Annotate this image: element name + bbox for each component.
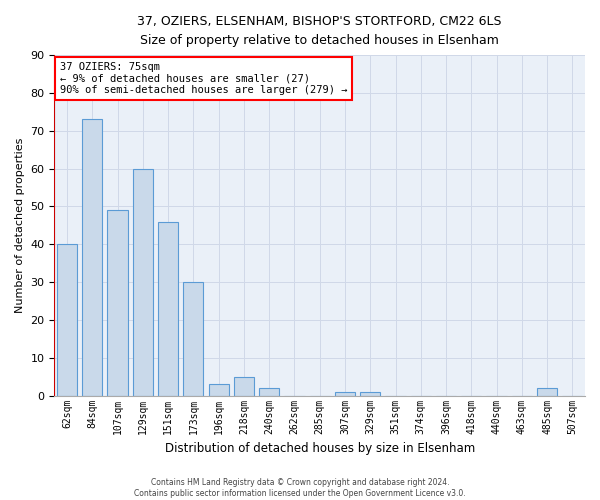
Y-axis label: Number of detached properties: Number of detached properties bbox=[15, 138, 25, 313]
Bar bbox=[537, 388, 557, 396]
Bar bbox=[335, 392, 355, 396]
Text: Contains HM Land Registry data © Crown copyright and database right 2024.
Contai: Contains HM Land Registry data © Crown c… bbox=[134, 478, 466, 498]
Bar bbox=[209, 384, 229, 396]
Bar bbox=[360, 392, 380, 396]
Bar bbox=[158, 222, 178, 396]
Bar bbox=[234, 376, 254, 396]
Bar bbox=[259, 388, 279, 396]
Bar bbox=[107, 210, 128, 396]
Bar bbox=[183, 282, 203, 396]
Title: 37, OZIERS, ELSENHAM, BISHOP'S STORTFORD, CM22 6LS
Size of property relative to : 37, OZIERS, ELSENHAM, BISHOP'S STORTFORD… bbox=[137, 15, 502, 47]
X-axis label: Distribution of detached houses by size in Elsenham: Distribution of detached houses by size … bbox=[164, 442, 475, 455]
Bar bbox=[82, 120, 103, 396]
Bar bbox=[57, 244, 77, 396]
Bar bbox=[133, 168, 153, 396]
Text: 37 OZIERS: 75sqm
← 9% of detached houses are smaller (27)
90% of semi-detached h: 37 OZIERS: 75sqm ← 9% of detached houses… bbox=[60, 62, 347, 95]
